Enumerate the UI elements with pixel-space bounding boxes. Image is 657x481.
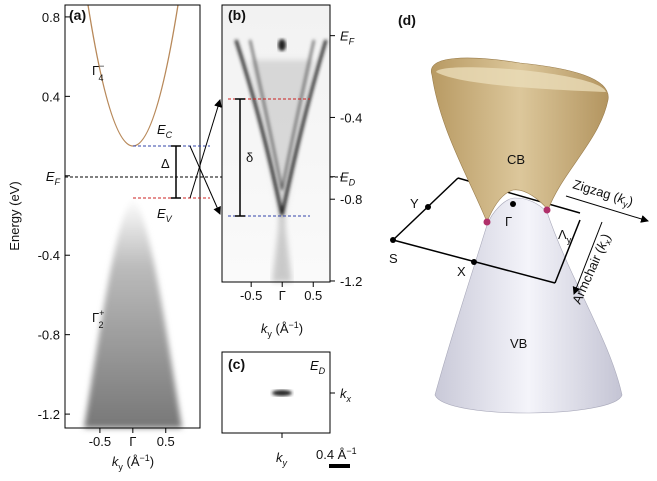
link-arrow (190, 146, 220, 214)
tick-label: -0.4 (38, 248, 60, 263)
point-s (390, 237, 396, 243)
arpes-image (278, 39, 286, 51)
tick-label: -0.8 (340, 192, 362, 207)
ec-label: EC (157, 122, 173, 140)
tick-label: 0.5 (304, 288, 322, 303)
panel-label: (d) (398, 12, 416, 28)
plane-edge (393, 178, 458, 240)
tick-label: -0.8 (38, 328, 60, 343)
text: Zigzag ( (571, 177, 621, 205)
lambda-point (484, 219, 491, 226)
tick-label: -0.4 (340, 110, 362, 125)
gap-bracket (171, 146, 181, 198)
sub: F (349, 37, 355, 47)
sub: D (319, 366, 326, 376)
tick-label: -0.5 (89, 434, 111, 449)
tick-label: 0.8 (42, 10, 60, 25)
point-y (425, 204, 431, 210)
panel-d: (d) CB VB Y S X Γ Λy Zigzag (ky) Armchai… (389, 12, 648, 413)
gamma-label: Γ (505, 214, 512, 229)
lambda-label: Λy (558, 227, 572, 245)
sub: C (166, 130, 173, 140)
panel-label: (b) (228, 7, 246, 23)
tick-label: -0.5 (240, 288, 262, 303)
symbol: E (157, 206, 166, 221)
sub: y (567, 235, 572, 245)
armchair-label: Armchair (kx) (569, 231, 615, 307)
text: Armchair ( (569, 245, 607, 306)
gap-label: Δ (161, 156, 170, 171)
figure: (a) Γ−4 Γ+2 EC EV Δ Energy (eV) ky (Å−1)… (0, 0, 657, 481)
symbol: Λ (558, 227, 567, 242)
scale-bar (329, 464, 350, 468)
sub: D (349, 178, 356, 188)
x-axis-label: ky (Å−1) (112, 453, 154, 472)
ev-label: EV (157, 206, 173, 224)
tick-label: ED (340, 170, 356, 188)
unit: (Å (123, 454, 140, 469)
unit: (Å (272, 321, 289, 336)
ky-label: ky (276, 450, 288, 468)
x-axis-label: ky (Å−1) (261, 320, 303, 339)
scale-label: 0.4 Å−1 (316, 446, 357, 462)
sub: y (282, 458, 288, 468)
cb-label: CB (507, 152, 525, 167)
kx-label: kx (340, 386, 352, 404)
tick-label: -1.2 (340, 274, 362, 289)
value: 0.4 Å (316, 447, 347, 462)
tick-label: Γ (279, 288, 286, 303)
tick-label: EF (46, 169, 61, 187)
tick-label: Γ (129, 434, 136, 449)
tick-label: -1.2 (38, 407, 60, 422)
vb-label: VB (510, 336, 527, 351)
symbol: E (340, 29, 349, 44)
splitting-label: δ (246, 150, 253, 165)
tick-label: EF (340, 29, 355, 47)
sub: 2 (98, 320, 103, 330)
y-label: Y (410, 196, 419, 211)
sub: x (346, 394, 352, 404)
unit-close: ) (299, 321, 303, 336)
sub: 4 (98, 73, 103, 83)
panel-label: (a) (69, 7, 86, 23)
constant-energy-map (272, 390, 292, 396)
panel-c: (c) ED kx ky 0.4 Å−1 (222, 352, 357, 468)
band-label: Γ−4 (92, 61, 104, 83)
sub: V (166, 214, 173, 224)
tick-label: 0.5 (157, 434, 175, 449)
valence-cone (435, 198, 622, 413)
sub: F (55, 177, 61, 187)
unit-close: ) (150, 454, 154, 469)
sup: −1 (289, 320, 299, 330)
link-arrow (190, 100, 220, 198)
x-label: X (457, 264, 466, 279)
y-axis-label: Energy (eV) (7, 181, 22, 250)
sup: −1 (140, 453, 150, 463)
tick-label: 0.4 (42, 89, 60, 104)
sup: + (99, 308, 104, 318)
lambda-point (544, 207, 551, 214)
close: ) (627, 193, 636, 209)
sup: −1 (346, 446, 356, 456)
s-label: S (389, 251, 398, 266)
point-gamma (510, 201, 516, 207)
symbol: E (310, 358, 319, 373)
panel-label: (c) (228, 356, 245, 372)
symbol: E (46, 169, 55, 184)
symbol: E (340, 170, 349, 185)
symbol: E (157, 122, 166, 137)
sup: − (99, 61, 104, 71)
point-x (471, 259, 477, 265)
zigzag-label: Zigzag (ky) (571, 177, 636, 211)
